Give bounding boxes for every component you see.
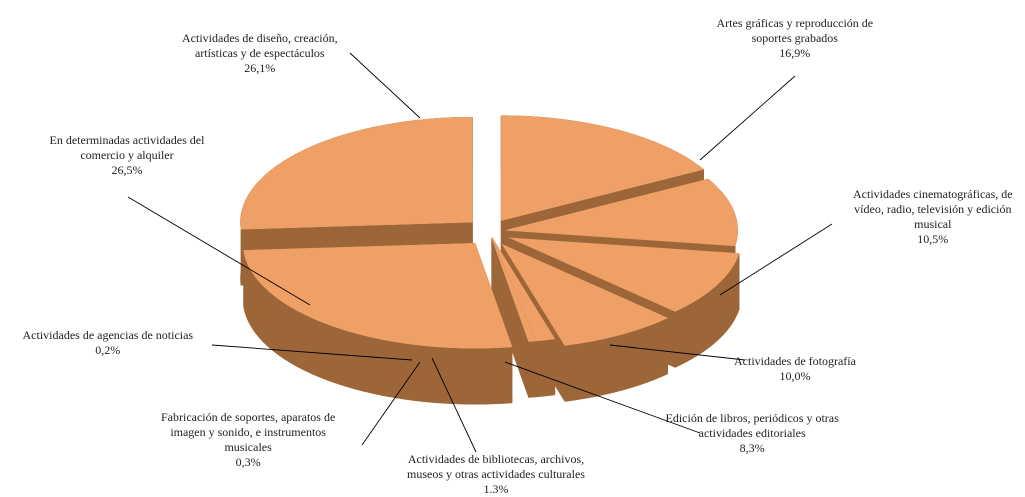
leader-line-0 bbox=[699, 75, 796, 161]
leader-line-7 bbox=[127, 196, 311, 306]
slice-name-line: Actividades de diseño, creación, bbox=[182, 31, 338, 45]
slice-name-line: En determinadas actividades del bbox=[49, 133, 205, 147]
slice-value: 16,9% bbox=[779, 46, 811, 60]
slice-label-7: En determinadas actividades del comercio … bbox=[50, 133, 205, 178]
slice-value: 10,0% bbox=[779, 369, 811, 383]
slice-label-2: Actividades de fotografía 10,0% bbox=[734, 354, 856, 384]
slice-name-line: museos y otras actividades culturales bbox=[407, 467, 585, 481]
slice-name-line: Actividades cinematográficas, de bbox=[853, 187, 1013, 201]
slice-label-1: Actividades cinematográficas, de vídeo, r… bbox=[853, 187, 1013, 247]
pie-slice-8 bbox=[240, 116, 473, 230]
pie-slice-0 bbox=[500, 115, 705, 221]
leader-line-2 bbox=[609, 344, 746, 361]
slice-value: 0,2% bbox=[95, 343, 121, 357]
slice-name-line: musicales bbox=[224, 440, 272, 454]
pie-slice-side-5 bbox=[531, 340, 537, 398]
leader-line-5 bbox=[361, 361, 421, 446]
slice-label-4: Actividades de bibliotecas, archivos, mus… bbox=[407, 452, 585, 497]
slice-label-0: Artes gráficas y reproducción de soportes… bbox=[717, 16, 874, 61]
leader-lines bbox=[127, 52, 833, 453]
slice-name-line: Fabricación de soportes, aparatos de bbox=[161, 410, 336, 424]
slice-name-line: Edición de libros, periódicos y otras bbox=[665, 411, 839, 425]
slice-value: 0,3% bbox=[235, 455, 261, 469]
pie-slice-side-6 bbox=[528, 341, 532, 398]
leader-line-1 bbox=[719, 223, 833, 296]
pie-slice-7 bbox=[243, 243, 513, 349]
pie-slice-4 bbox=[492, 237, 556, 342]
slice-name-line: Actividades de bibliotecas, archivos, bbox=[407, 452, 585, 466]
slice-label-5: Fabricación de soportes, aparatos de imag… bbox=[161, 410, 335, 470]
leader-line-3 bbox=[504, 361, 701, 434]
slice-value: 10,5% bbox=[917, 232, 949, 246]
pie-top-faces bbox=[240, 115, 740, 349]
slice-name-line: artísticas y de espectáculos bbox=[194, 46, 325, 60]
slice-name-line: comercio y alquiler bbox=[80, 148, 174, 162]
slice-name-line: musical bbox=[914, 217, 952, 231]
slice-name-line: Actividades de fotografía bbox=[734, 354, 856, 368]
slice-value: 26,1% bbox=[244, 61, 276, 75]
pie-slice-6 bbox=[491, 237, 532, 342]
slice-name-line: Actividades de agencias de noticias bbox=[22, 328, 194, 342]
slice-label-3: Edición de libros, periódicos y otras act… bbox=[666, 411, 839, 456]
slice-value: 8,3% bbox=[739, 441, 765, 455]
slice-value: 26,5% bbox=[111, 163, 143, 177]
pie-slice-side-4 bbox=[536, 338, 556, 398]
slice-name-line: vídeo, radio, televisión y edición bbox=[854, 202, 1012, 216]
slice-name-line: Artes gráficas y reproducción de bbox=[716, 16, 874, 30]
slice-name-line: imagen y sonido, e instrumentos bbox=[170, 425, 326, 439]
leader-line-6 bbox=[211, 344, 413, 361]
pie-slice-2 bbox=[509, 237, 740, 312]
pie-slice-3 bbox=[501, 243, 669, 346]
pie-slice-1 bbox=[505, 178, 738, 247]
leader-line-4 bbox=[431, 357, 477, 453]
leader-line-8 bbox=[349, 52, 421, 119]
slice-label-6: Actividades de agencias de noticias 0,2% bbox=[23, 328, 194, 358]
slice-name-line: soportes grabados bbox=[751, 31, 838, 45]
slice-value: 1.3% bbox=[483, 482, 509, 496]
slice-name-line: actividades editoriales bbox=[698, 426, 806, 440]
slice-label-8: Actividades de diseño, creación, artístic… bbox=[182, 31, 338, 76]
